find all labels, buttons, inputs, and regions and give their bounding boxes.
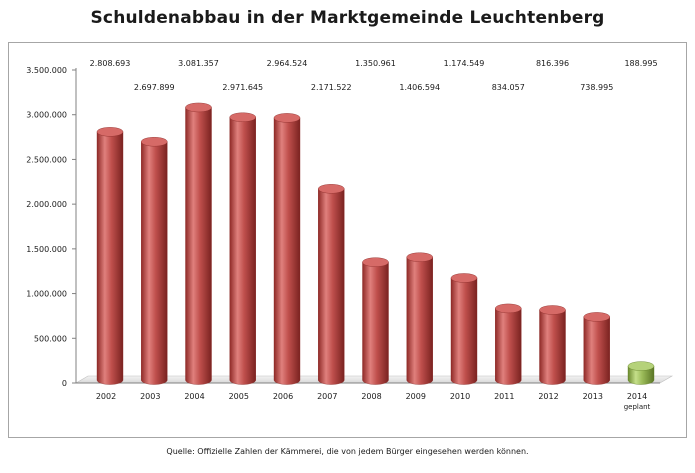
bar — [406, 252, 433, 385]
x-tick-label: 2003 — [140, 392, 160, 401]
x-tick-label: 2007 — [317, 392, 337, 401]
bar-cap — [406, 252, 433, 262]
bar-body — [185, 107, 212, 385]
x-tick-label: 2006 — [273, 392, 293, 401]
x-tick-label: 2012 — [538, 392, 558, 401]
data-label: 1.174.549 — [444, 59, 485, 68]
bar — [450, 273, 478, 385]
bar — [96, 127, 124, 385]
data-label: 2.964.524 — [267, 59, 308, 68]
bar-body — [450, 277, 478, 385]
bar-body — [273, 117, 301, 385]
chart-frame — [8, 42, 687, 438]
chart-title: Schuldenabbau in der Marktgemeinde Leuch… — [90, 8, 605, 28]
y-tick-label: 3.500.000 — [26, 66, 67, 75]
x-tick-label: 2004 — [184, 392, 204, 401]
bar — [495, 303, 522, 385]
bar-cap — [96, 127, 124, 137]
data-label: 738.995 — [580, 83, 613, 92]
bar-body — [229, 117, 256, 385]
x-tick-sublabel: geplant — [624, 403, 651, 411]
y-tick-label: 1.500.000 — [26, 245, 67, 254]
source-note: Quelle: Offizielle Zahlen der Kämmerei, … — [166, 447, 529, 456]
data-label: 2.697.899 — [134, 83, 175, 92]
data-label: 834.057 — [492, 83, 525, 92]
x-tick-label: 2008 — [361, 392, 381, 401]
bar — [273, 113, 301, 385]
bar — [583, 312, 610, 385]
bar-cap — [273, 113, 301, 123]
bar-body — [96, 131, 124, 385]
y-tick-label: 0 — [62, 379, 67, 388]
bar-body — [495, 308, 522, 385]
bar — [141, 137, 168, 385]
x-tick-label: 2013 — [583, 392, 603, 401]
data-label: 3.081.357 — [178, 59, 219, 68]
bar-body — [627, 365, 655, 385]
data-label: 1.350.961 — [355, 59, 396, 68]
x-tick-label: 2005 — [229, 392, 249, 401]
bar-body — [362, 261, 389, 385]
x-tick-label: 2011 — [494, 392, 514, 401]
y-tick-label: 2.000.000 — [26, 200, 67, 209]
bar-cap — [362, 257, 389, 267]
y-tick-label: 2.500.000 — [26, 155, 67, 164]
bar-cap — [583, 312, 610, 322]
bar-cap — [141, 137, 168, 147]
bar-body — [318, 188, 345, 385]
bar-cap — [318, 184, 345, 194]
bar — [318, 184, 345, 385]
bar-body — [406, 257, 433, 385]
bar-cap — [185, 102, 212, 113]
bar-cap — [627, 361, 655, 371]
bar — [627, 361, 655, 385]
bar — [362, 257, 389, 385]
data-label: 1.406.594 — [399, 83, 440, 92]
y-tick-label: 1.000.000 — [26, 290, 67, 299]
bar-body — [141, 141, 168, 385]
bar-cap — [539, 305, 566, 315]
data-label: 2.171.522 — [311, 83, 352, 92]
bar — [229, 112, 256, 385]
bar-cap — [450, 273, 478, 283]
x-tick-label: 2002 — [96, 392, 116, 401]
bar-body — [539, 309, 566, 385]
bar-cap — [229, 112, 256, 122]
y-tick-label: 500.000 — [34, 334, 67, 343]
x-tick-label: 2014 — [627, 392, 647, 401]
bar-cap — [495, 303, 522, 314]
bar-body — [583, 316, 610, 385]
bar — [185, 102, 212, 385]
y-tick-label: 3.000.000 — [26, 111, 67, 120]
x-tick-label: 2009 — [406, 392, 426, 401]
data-label: 188.995 — [624, 59, 657, 68]
data-label: 2.808.693 — [90, 59, 131, 68]
data-label: 816.396 — [536, 59, 569, 68]
data-label: 2.971.645 — [222, 83, 263, 92]
bar — [539, 305, 566, 385]
x-tick-label: 2010 — [450, 392, 470, 401]
